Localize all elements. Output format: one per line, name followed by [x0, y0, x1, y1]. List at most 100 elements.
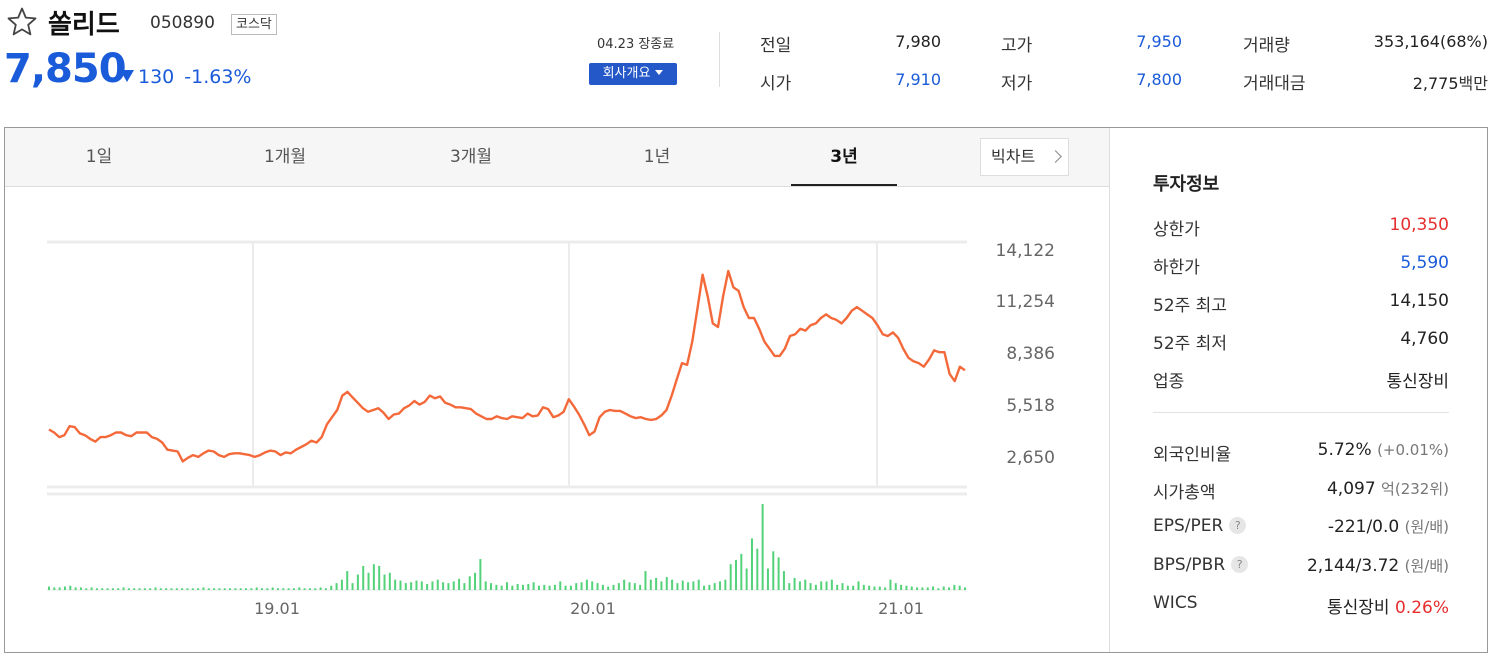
volume-bar	[292, 588, 295, 590]
volume-bar	[591, 581, 594, 590]
volume-bar	[793, 577, 796, 590]
volume-bar	[218, 588, 221, 590]
volume-bar	[330, 585, 333, 590]
volume-bar	[761, 504, 764, 590]
amount-label: 거래대금	[1243, 74, 1306, 94]
volume-bar	[681, 580, 684, 590]
volume-bar	[319, 587, 322, 590]
volume-bar	[367, 572, 370, 590]
tab-3month[interactable]: 3개월	[449, 147, 493, 167]
volume-bar	[431, 581, 434, 590]
volume-bar	[756, 548, 759, 590]
volume-bar	[186, 588, 189, 590]
high52-row: 52주 최고 14,150	[1153, 291, 1449, 316]
favorite-star-icon[interactable]	[6, 6, 38, 38]
bps-pbr-text: BPS/PBR	[1153, 555, 1226, 575]
open-label: 시가	[760, 74, 792, 94]
upper-limit-value: 10,350	[1389, 215, 1449, 235]
tab-1month[interactable]: 1개월	[263, 147, 307, 167]
volume-bar	[495, 584, 498, 590]
foreign-ratio-row: 외국인비율 5.72% (+0.01%)	[1153, 440, 1449, 465]
high-value: 7,950	[1136, 32, 1182, 51]
volume-bar	[282, 588, 285, 590]
open-value: 7,910	[895, 70, 941, 89]
volume-bar	[724, 579, 727, 590]
tab-3year[interactable]: 3년	[791, 128, 897, 186]
sector-value[interactable]: 통신장비	[1386, 372, 1449, 392]
caret-down-icon	[655, 70, 664, 75]
price-chart[interactable]: 19.01 20.01 21.01 14,122 11,254 8,386 5,518 2,6…	[5, 188, 1109, 653]
volume-bar	[948, 587, 951, 590]
volume-bar	[175, 588, 178, 590]
eps-per-value: -221/0.0 (원/배)	[1328, 516, 1449, 537]
volume-bar	[383, 574, 386, 590]
down-triangle-icon	[120, 70, 134, 82]
volume-bar	[133, 588, 136, 590]
volume-bar	[202, 587, 205, 590]
volume-bar	[404, 583, 407, 590]
help-icon[interactable]: ?	[1229, 517, 1247, 534]
volume-bar	[468, 576, 471, 590]
volume-bar	[261, 588, 264, 590]
change-rate: -1.63%	[184, 66, 252, 88]
info-divider	[1153, 412, 1449, 413]
stock-header: 쏠리드 050890 코스닥 7,850 130 -1.63% 04.23 장종료…	[0, 0, 1493, 120]
volume-bar	[804, 579, 807, 590]
wics-label: WICS	[1153, 593, 1198, 613]
volume-bar	[399, 580, 402, 590]
volume-bar	[612, 584, 615, 590]
period-tabs: 1일 1개월 3개월 1년 3년 빅차트	[5, 128, 1109, 187]
volume-bar	[532, 582, 535, 590]
market-status: 04.23 장종료	[597, 37, 675, 52]
volume-bar	[569, 585, 572, 590]
volume-bar	[825, 581, 828, 590]
volume-bar	[474, 572, 477, 590]
volume-bar	[181, 588, 184, 590]
market-cap-value: 4,097 억(232위)	[1327, 478, 1449, 499]
help-icon[interactable]: ?	[1231, 556, 1249, 573]
big-chart-button[interactable]: 빅차트	[980, 138, 1069, 176]
volume-bar	[809, 583, 812, 590]
volume-bar	[314, 588, 317, 590]
wics-sector[interactable]: 통신장비	[1327, 598, 1390, 618]
current-price: 7,850	[4, 46, 127, 92]
tab-1day[interactable]: 1일	[85, 147, 113, 167]
volume-bar	[782, 571, 785, 590]
eps-per-row: EPS/PER? -221/0.0 (원/배)	[1153, 516, 1449, 540]
volume-bar	[101, 588, 104, 590]
volume-bar	[777, 557, 780, 590]
company-overview-button[interactable]: 회사개요	[589, 63, 677, 85]
volume-bar	[841, 583, 844, 590]
high52-label: 52주 최고	[1153, 296, 1227, 316]
volume-bar	[846, 585, 849, 590]
volume-bar	[628, 582, 631, 590]
volume-bar	[527, 583, 530, 590]
volume-bar	[708, 584, 711, 590]
volume-bar	[127, 588, 130, 590]
foreign-ratio-label: 외국인비율	[1153, 445, 1232, 465]
chart-panel: 1일 1개월 3개월 1년 3년 빅차트 19.01 20.01 21.01 14,1…	[4, 127, 1488, 653]
market-cap-number: 4,097	[1326, 479, 1376, 499]
volume-bar	[442, 582, 445, 590]
volume-bar	[484, 581, 487, 590]
market-badge: 코스닥	[231, 14, 277, 35]
volume-bar	[372, 564, 375, 590]
invest-info-title: 투자정보	[1153, 174, 1220, 195]
tab-1year[interactable]: 1년	[643, 147, 671, 167]
panel-divider	[1109, 128, 1110, 652]
volume-bar	[111, 588, 114, 590]
volume-bar	[852, 585, 855, 590]
upper-limit-label: 상한가	[1153, 220, 1200, 240]
foreign-ratio-value: 5.72% (+0.01%)	[1318, 440, 1449, 460]
lower-limit-row: 하한가 5,590	[1153, 253, 1449, 278]
volume-bar	[324, 588, 327, 590]
volume-bar	[447, 583, 450, 590]
volume-bar	[48, 586, 50, 590]
volume-bar	[95, 588, 98, 590]
volume-bar	[239, 588, 242, 590]
bps-pbr-unit: (원/배)	[1404, 557, 1449, 575]
eps-per-number: -221/0.0	[1327, 517, 1400, 537]
volume-bar	[719, 581, 722, 590]
volume-bar	[106, 588, 109, 590]
volume-bar	[836, 584, 839, 590]
